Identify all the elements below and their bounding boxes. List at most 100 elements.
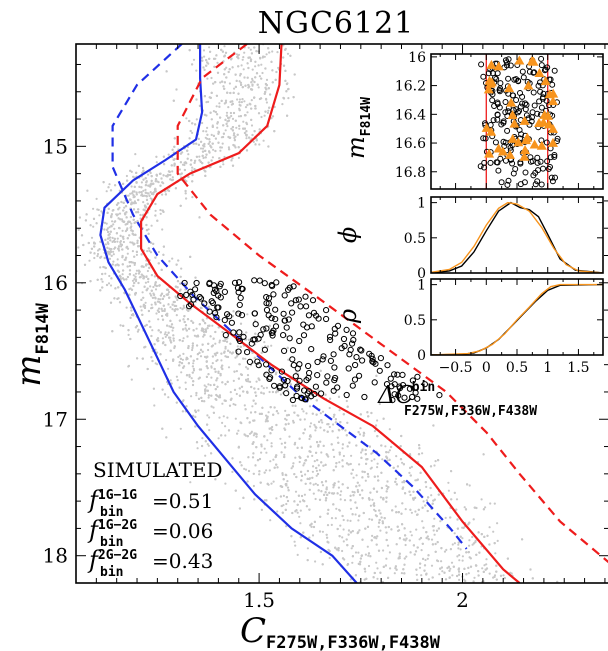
simulated-star [130, 222, 133, 225]
simulated-star [145, 264, 148, 267]
simulated-star [181, 400, 184, 403]
simulated-star [98, 214, 101, 217]
simulated-star [164, 193, 167, 196]
simulated-star [410, 465, 413, 468]
simulated-star [157, 318, 160, 321]
simulated-star [105, 190, 108, 193]
simulated-star [388, 551, 391, 554]
simulated-star [258, 128, 261, 131]
simulated-star [495, 570, 498, 573]
simulated-star [233, 139, 236, 142]
simulated-star [197, 143, 200, 146]
simulated-star [196, 447, 199, 450]
simulated-star [212, 110, 215, 113]
simulated-star [131, 232, 134, 235]
simulated-star [198, 323, 201, 326]
simulated-star [320, 451, 323, 454]
simulated-star [118, 301, 122, 304]
simulated-star [258, 75, 261, 78]
simulated-star [357, 551, 360, 554]
simulated-star [141, 291, 144, 294]
simulated-star [385, 484, 388, 487]
simulated-star [310, 525, 313, 528]
simulated-star [458, 578, 461, 582]
simulated-star [290, 467, 293, 470]
simulated-star [205, 360, 208, 363]
simulated-star [217, 326, 220, 329]
simulated-star [146, 367, 149, 371]
simulated-star [118, 226, 121, 230]
simulated-star [201, 150, 205, 153]
simulated-star [249, 48, 252, 51]
simulated-star [116, 213, 120, 216]
simulated-star [218, 102, 221, 105]
simulated-star [133, 255, 136, 258]
simulated-star [359, 427, 362, 430]
simulated-star [235, 392, 238, 396]
simulated-star [249, 59, 252, 63]
simulated-star [201, 399, 204, 403]
simulated-star [126, 179, 129, 182]
simulated-star [287, 422, 290, 425]
simulated-star [355, 474, 358, 477]
simulated-star [341, 447, 344, 450]
simulated-star [246, 367, 249, 370]
simulated-star [195, 98, 198, 101]
simulated-star [116, 258, 119, 261]
simulated-star [412, 544, 415, 547]
simulated-star [279, 495, 282, 498]
simulated-star [201, 121, 204, 125]
simulated-star [117, 247, 120, 250]
simulated-star [155, 155, 158, 158]
simulated-star [178, 289, 181, 292]
simulated-star [109, 239, 112, 242]
simulated-star [223, 155, 226, 159]
simulated-star [483, 535, 486, 539]
simulated-star [294, 404, 297, 407]
simulated-star [198, 376, 201, 379]
simulated-star [217, 437, 220, 440]
simulated-star [253, 130, 256, 133]
simulated-star [132, 202, 136, 205]
simulated-star [227, 70, 230, 74]
simulated-star [463, 506, 466, 509]
simulated-star [482, 453, 485, 456]
simulated-star [280, 504, 283, 508]
simulated-star [341, 459, 344, 462]
simulated-star [493, 502, 496, 505]
simulated-star [395, 543, 398, 546]
simulated-star [229, 391, 232, 394]
simulated-star [244, 468, 248, 471]
simulated-star [97, 208, 100, 211]
simulated-star [232, 379, 235, 382]
simulated-star [330, 523, 333, 527]
simulated-star [234, 489, 237, 492]
simulated-star [364, 453, 367, 456]
simulated-star [145, 223, 148, 227]
simulated-star [162, 304, 165, 307]
simulated-star [205, 64, 208, 67]
simulated-star [186, 318, 190, 321]
simulated-star [303, 462, 306, 465]
simulated-star [328, 556, 331, 560]
simulated-star [138, 185, 141, 188]
simulated-star [355, 485, 358, 488]
simulated-star [119, 324, 122, 327]
simulated-star [108, 257, 111, 260]
simulated-star [315, 426, 318, 429]
simulated-star [226, 416, 229, 419]
simulated-star [203, 384, 206, 387]
simulated-star [250, 52, 253, 55]
simulated-star [425, 499, 428, 502]
simulated-star [351, 530, 354, 533]
simulated-star [243, 76, 246, 79]
simulated-star [132, 218, 135, 221]
simulated-star [291, 465, 294, 468]
simulated-star [324, 463, 327, 466]
simulated-star [193, 334, 196, 337]
simulated-star [243, 404, 246, 407]
simulated-star [144, 191, 147, 194]
simulated-star [309, 422, 313, 425]
simulated-star [154, 214, 157, 217]
simulated-star [223, 68, 226, 71]
